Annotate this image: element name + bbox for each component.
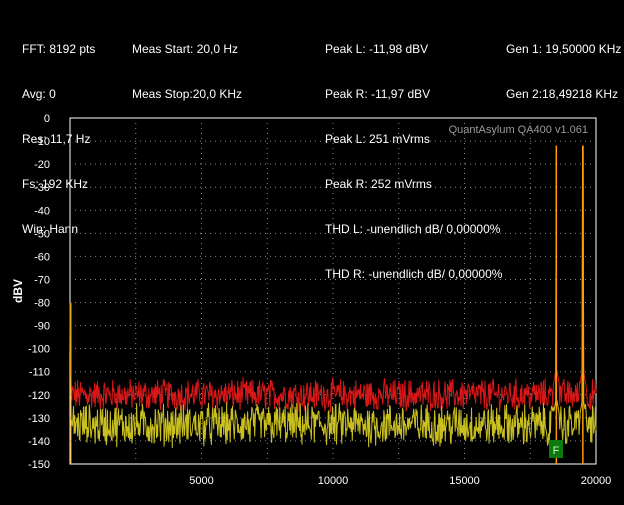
axis-ticks: 0 -10 -20 -30 -40 -50 -60 -70 -80 -90 -100 -110 -120… <box>28 113 611 487</box>
f-marker-label: F <box>553 445 560 457</box>
x-tick-label: 20000 <box>581 475 612 487</box>
series-lines <box>69 145 597 464</box>
y-tick-label: -140 <box>28 436 50 448</box>
y-tick-label: -40 <box>34 205 50 217</box>
watermark: QuantAsylum QA400 v1.061 <box>449 124 588 136</box>
f-marker: F <box>549 440 563 458</box>
gen-2: Gen 2:18,49218 KHz <box>506 87 619 101</box>
window-type: Win: Hann <box>22 222 79 236</box>
generator-block: Gen 1: 19,50000 KHz Gen 2:18,49218 KHz <box>506 12 624 117</box>
peak-thd-block: Peak L: -11,98 dBV Peak R: -11,97 dBV Pe… <box>325 12 502 297</box>
fft-info-block: FFT: 8192 pts Avg: 0 Res: 11,7 Hz Fs: 19… <box>22 12 95 252</box>
y-tick-label: -80 <box>34 298 50 310</box>
plot-area <box>69 117 597 465</box>
y-tick-label: -30 <box>34 182 50 194</box>
f-marker-box <box>549 440 563 458</box>
y-tick-label: -130 <box>28 413 50 425</box>
measurement-range-block: Meas Start: 20,0 Hz Meas Stop:20,0 KHz <box>132 12 242 117</box>
peak-r-dbv: Peak R: -11,97 dBV <box>325 87 431 101</box>
y-axis-label: dBV <box>11 279 25 303</box>
y-tick-label: -50 <box>34 228 50 240</box>
y-tick-label: -100 <box>28 344 50 356</box>
fft-points: FFT: 8192 pts <box>22 42 96 56</box>
y-tick-label: -110 <box>29 367 50 379</box>
y-tick-label: -60 <box>34 251 50 263</box>
gen-1: Gen 1: 19,50000 KHz <box>506 42 622 56</box>
y-tick-label: -10 <box>34 136 50 148</box>
sample-rate: Fs: 192 KHz <box>22 177 89 191</box>
avg-count: Avg: 0 <box>22 87 56 101</box>
resolution: Res: 11,7 Hz <box>22 132 91 146</box>
y-tick-label: -90 <box>34 321 50 333</box>
series-line-right <box>69 145 597 413</box>
peak-r-mvrms: Peak R: 252 mVrms <box>325 177 432 191</box>
peak-l-mvrms: Peak L: 251 mVrms <box>325 132 430 146</box>
x-tick-label: 10000 <box>318 475 349 487</box>
x-tick-label: 15000 <box>449 475 480 487</box>
thd-r: THD R: -unendlich dB/ 0,00000% <box>325 267 503 281</box>
y-tick-label: -70 <box>34 274 50 286</box>
meas-stop: Meas Stop:20,0 KHz <box>132 87 243 101</box>
peak-l-dbv: Peak L: -11,98 dBV <box>325 42 429 56</box>
y-tick-label: -20 <box>34 159 50 171</box>
y-tick-label: 0 <box>44 113 50 125</box>
thd-l: THD L: -unendlich dB/ 0,00000% <box>325 222 501 236</box>
x-tick-label: 5000 <box>189 475 213 487</box>
series-line-left <box>69 145 597 448</box>
y-tick-label: -120 <box>28 390 50 402</box>
meas-start: Meas Start: 20,0 Hz <box>132 42 239 56</box>
y-tick-label: -150 <box>28 459 50 471</box>
